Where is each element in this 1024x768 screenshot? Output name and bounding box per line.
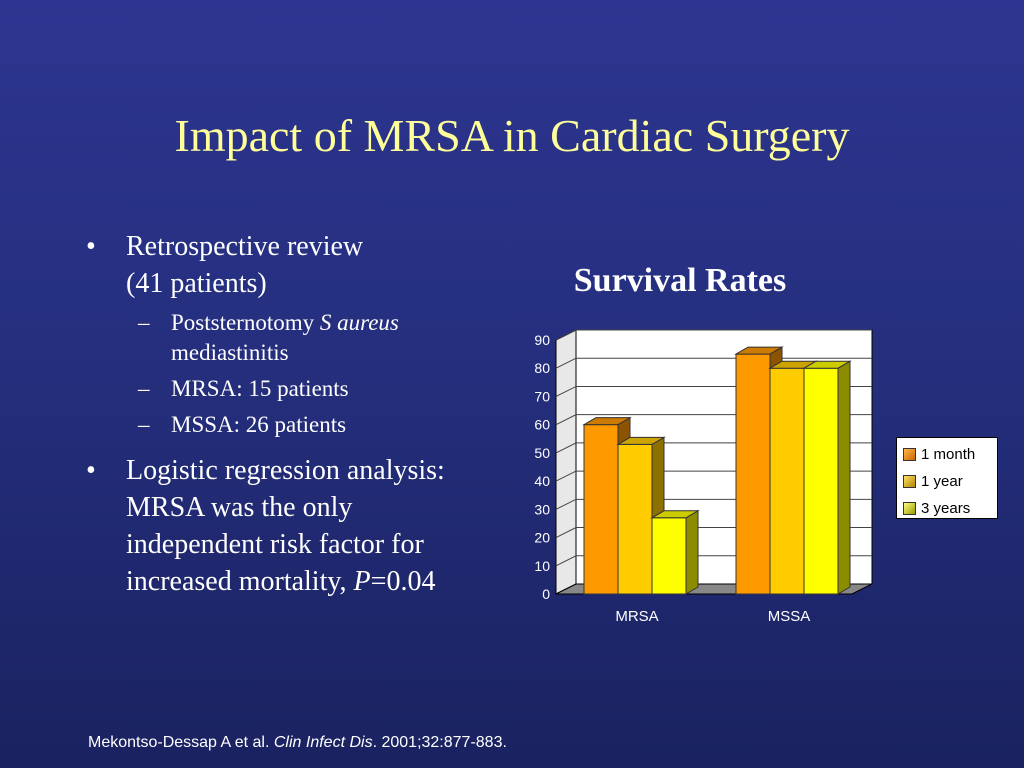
bar-side xyxy=(685,509,699,595)
dash-marker: – xyxy=(138,310,150,335)
bar-3-years-mssa xyxy=(802,360,852,595)
bullet-marker: • xyxy=(86,231,96,262)
sub-bullet-1-species: S aureus xyxy=(319,310,399,335)
y-tick-label: 0 xyxy=(542,586,550,602)
sub-bullet-poststernotomy: – Poststernotomy S aureus mediastinitis xyxy=(138,308,486,368)
dash-marker: – xyxy=(138,376,150,401)
chart-side-wall xyxy=(555,329,577,595)
sub-bullet-3-text: MSSA: 26 patients xyxy=(171,412,347,437)
sub-bullet-mssa: – MSSA: 26 patients xyxy=(138,410,486,440)
bullet-list: • Retrospective review (41 patients) – P… xyxy=(86,228,486,600)
bar-top xyxy=(650,510,700,519)
legend-item-3-years: 3 years xyxy=(903,495,997,522)
legend-swatch xyxy=(903,502,916,515)
bar-front xyxy=(583,424,619,595)
x-category-label: MRSA xyxy=(615,608,658,625)
bullet-marker: • xyxy=(86,455,96,486)
bar-top xyxy=(734,346,784,355)
legend-label: 1 month xyxy=(921,446,976,463)
legend-swatch xyxy=(903,448,916,461)
bar-front xyxy=(803,367,839,595)
bar-front xyxy=(617,443,653,595)
p-symbol: P xyxy=(353,566,371,597)
y-tick-label: 80 xyxy=(534,360,550,376)
x-category-label: MSSA xyxy=(768,608,811,625)
legend-item-1-month: 1 month xyxy=(903,441,997,468)
bullet-1-line-1: Retrospective review xyxy=(126,231,364,262)
y-tick-label: 70 xyxy=(534,388,550,404)
dash-marker: – xyxy=(138,412,150,437)
bar-top xyxy=(582,417,632,426)
citation-authors: Mekontso-Dessap A et al. xyxy=(88,734,274,751)
y-tick-label: 10 xyxy=(534,558,550,574)
sub-bullet-mrsa: – MRSA: 15 patients xyxy=(138,374,486,404)
bullet-retrospective-review: • Retrospective review (41 patients) xyxy=(86,228,486,302)
sub-bullet-2-text: MRSA: 15 patients xyxy=(171,376,349,401)
p-value: =0.04 xyxy=(370,566,436,597)
bar-top xyxy=(802,360,852,369)
legend-label: 1 year xyxy=(921,473,963,490)
legend-swatch xyxy=(903,475,916,488)
citation: Mekontso-Dessap A et al. Clin Infect Dis… xyxy=(88,734,507,752)
sub-bullet-list: – Poststernotomy S aureus mediastinitis … xyxy=(86,308,486,440)
bar-side xyxy=(837,360,851,595)
bullet-logistic-regression: • Logistic regression analysis: MRSA was… xyxy=(86,452,486,600)
bar-3-years-mrsa xyxy=(650,509,700,595)
gridline xyxy=(555,329,872,341)
chart-legend: 1 month 1 year 3 years xyxy=(896,437,998,519)
y-tick-label: 60 xyxy=(534,417,550,433)
slide-title: Impact of MRSA in Cardiac Surgery xyxy=(174,110,850,161)
y-tick-label: 20 xyxy=(534,530,550,546)
sub-bullet-1-post: mediastinitis xyxy=(171,340,289,365)
chart-title: Survival Rates xyxy=(573,262,787,299)
y-tick-label: 50 xyxy=(534,445,550,461)
bar-top xyxy=(616,436,666,445)
legend-label: 3 years xyxy=(921,500,971,517)
bullet-2-text: Logistic regression analysis: MRSA was t… xyxy=(126,455,445,597)
bar-front xyxy=(651,517,687,595)
legend-item-1-year: 1 year xyxy=(903,468,997,495)
citation-journal: Clin Infect Dis xyxy=(273,734,373,751)
y-tick-label: 30 xyxy=(534,501,550,517)
sub-bullet-1-pre: Poststernotomy xyxy=(171,310,320,335)
y-tick-label: 90 xyxy=(534,332,550,348)
citation-details: . 2001;32:877-883. xyxy=(372,734,507,751)
bar-front xyxy=(769,367,805,595)
bar-front xyxy=(735,353,771,595)
bullet-1-line-2: (41 patients) xyxy=(126,268,267,299)
y-tick-label: 40 xyxy=(534,473,550,489)
